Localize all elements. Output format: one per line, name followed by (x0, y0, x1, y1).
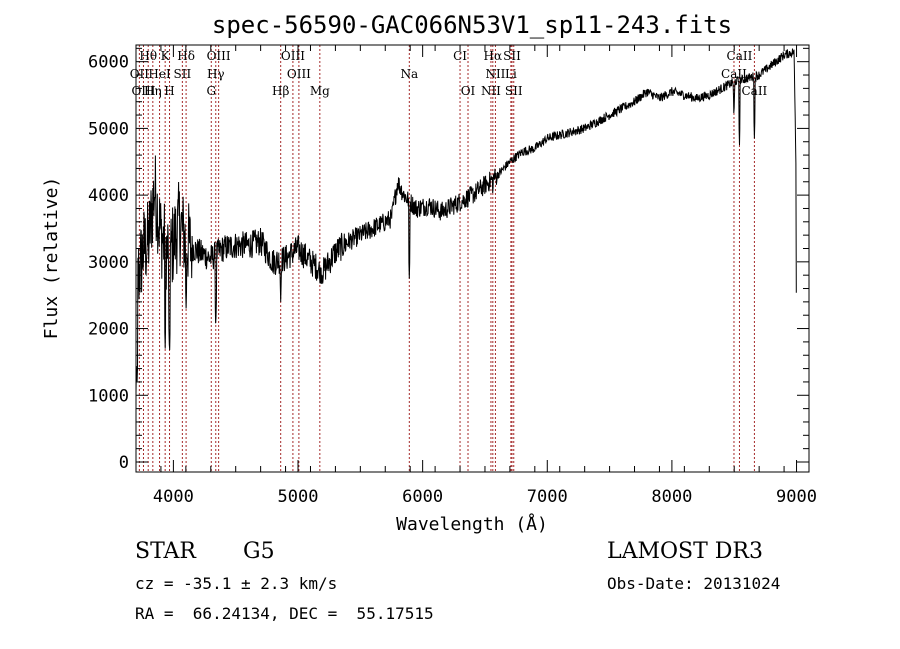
x-tick-label: 8000 (651, 487, 692, 507)
x-tick-label: 5000 (278, 487, 319, 507)
line-label: SII (174, 67, 192, 81)
object-subclass: G5 (243, 539, 275, 564)
line-label: OII (130, 67, 150, 81)
emission-line-markers (138, 45, 755, 472)
line-label: CaII (727, 49, 753, 63)
y-tick-label: 6000 (88, 53, 129, 73)
survey-label: LAMOST DR3 (607, 539, 763, 564)
y-tick-label: 2000 (88, 320, 129, 340)
line-label: NII (485, 67, 505, 81)
line-label: H (164, 84, 174, 98)
line-label: Hη (144, 84, 162, 98)
line-label: Hθ (139, 49, 157, 63)
line-label: Mg (310, 84, 330, 98)
y-axis-label: Flux (relative) (41, 177, 62, 340)
line-label: G (206, 84, 216, 98)
x-axis-label: Wavelength (Å) (396, 513, 548, 535)
line-label: OIII (207, 49, 231, 63)
x-tick-label: 6000 (402, 487, 443, 507)
obs-date-text: Obs-Date: 20131024 (607, 574, 781, 593)
line-label: OIII (281, 49, 305, 63)
y-tick-label: 5000 (88, 119, 129, 139)
line-label: Hδ (177, 49, 195, 63)
line-label: Hα (484, 49, 503, 63)
y-tick-label: 4000 (88, 186, 129, 206)
line-label: CI (453, 49, 467, 63)
redshift-text: cz = -35.1 ± 2.3 km/s (135, 574, 338, 593)
line-label: OI (461, 84, 476, 98)
spectrum-series (135, 48, 797, 394)
line-label: SII (503, 49, 521, 63)
line-label: OIII (131, 84, 155, 98)
plot-frame (135, 44, 810, 473)
line-label: Li (505, 67, 517, 81)
line-label: SII (505, 84, 523, 98)
line-label: Hγ (207, 67, 225, 81)
line-label: Hβ (272, 84, 289, 98)
x-tick-label: 9000 (776, 487, 817, 507)
line-label: K (161, 49, 171, 63)
coordinates-text: RA = 66.24134, DEC = 55.17515 (135, 604, 434, 623)
y-tick-label: 0 (119, 453, 129, 473)
object-class: STAR (135, 539, 196, 564)
line-label: OIII (287, 67, 311, 81)
line-label: HeI (148, 67, 171, 81)
y-tick-label: 3000 (88, 253, 129, 273)
y-axis-ticks: 0 1000 2000 3000 4000 5000 6000 (88, 47, 809, 473)
line-label: Na (400, 67, 418, 81)
line-label: CaII (741, 84, 767, 98)
chart-title: spec-56590-GAC066N53V1_sp11-243.fits (212, 11, 732, 39)
x-tick-label: 7000 (527, 487, 568, 507)
x-tick-label: 4000 (153, 487, 194, 507)
line-label: NII (481, 84, 501, 98)
x-axis-ticks: 4000 5000 6000 7000 8000 9000 (135, 45, 817, 507)
y-tick-label: 1000 (88, 386, 129, 406)
